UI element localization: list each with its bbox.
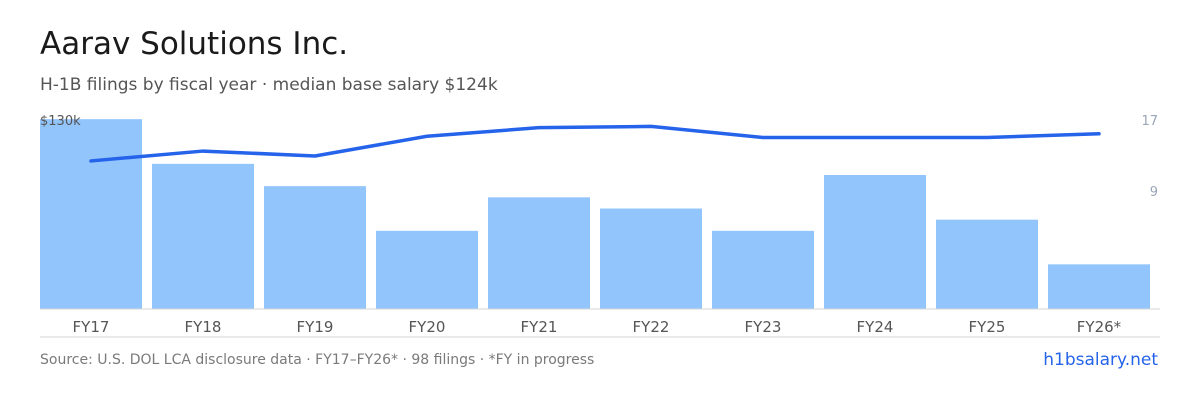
x-tick-label: FY17: [73, 318, 110, 336]
x-tick-label: FY21: [521, 318, 558, 336]
chart-subtitle: H-1B filings by fiscal year · median bas…: [40, 75, 498, 95]
footer-brand-link[interactable]: h1bsalary.net: [1043, 350, 1158, 370]
x-tick-label: FY25: [969, 318, 1006, 336]
x-tick-label: FY26*: [1077, 318, 1122, 336]
x-tick-label: FY23: [745, 318, 782, 336]
right-axis-labels: 17 9: [1141, 114, 1158, 200]
bar-fy23: [712, 230, 814, 309]
footer-source: Source: U.S. DOL LCA disclosure data · F…: [40, 352, 595, 368]
bar-fy17: [40, 119, 142, 310]
bar-fy24: [824, 175, 926, 309]
bar-fy18: [152, 163, 254, 309]
x-axis-ticks: FY17 FY18 FY19 FY20 FY21 FY22 FY23 FY24 FY25 FY26…: [73, 318, 1122, 336]
x-tick-label: FY22: [633, 318, 670, 336]
chart-title: Aarav Solutions Inc.: [40, 26, 349, 62]
x-tick-label: FY20: [409, 318, 446, 336]
right-axis-tick-9: 9: [1150, 185, 1158, 200]
x-tick-label: FY24: [857, 318, 894, 336]
bar-fy21: [488, 197, 590, 309]
bar-fy19: [264, 186, 366, 309]
median-salary-line: [89, 124, 1101, 163]
bar-fy26-partial: [1048, 264, 1150, 309]
bar-series: [40, 119, 1150, 310]
bar-fy25: [936, 219, 1038, 309]
x-tick-label: FY19: [297, 318, 334, 336]
right-axis-tick-17: 17: [1141, 114, 1158, 129]
x-tick-label: FY18: [185, 318, 222, 336]
left-axis-label: $130k: [40, 114, 81, 129]
bar-fy22: [600, 208, 702, 309]
bar-fy20: [376, 230, 478, 309]
